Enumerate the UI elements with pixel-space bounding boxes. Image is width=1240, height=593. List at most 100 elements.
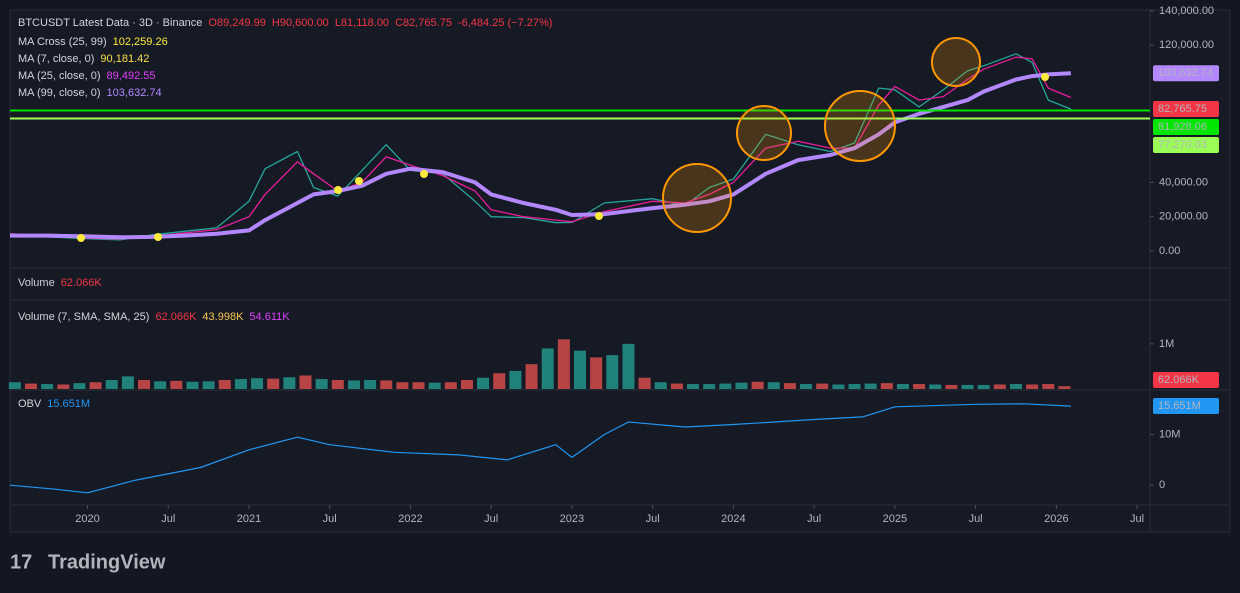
indicator-value: 102,259.26 [113, 36, 168, 48]
y-tick-label: 0 [1159, 479, 1165, 491]
highlight-circle [824, 90, 896, 162]
volume-bar [121, 376, 134, 389]
volume-bar [460, 379, 473, 389]
cross-marker [334, 186, 342, 194]
annotations [662, 37, 981, 233]
volume-bar [977, 384, 990, 389]
volume-bar [331, 379, 344, 389]
cross-marker [420, 170, 428, 178]
last-value-label: 62.066K [1158, 374, 1200, 386]
volume-bar [347, 380, 360, 389]
series-line [9, 403, 1071, 494]
volume-bar [170, 380, 183, 389]
x-tick-label: Jul [323, 513, 337, 525]
volume-bar [864, 383, 877, 389]
volume-bar [105, 379, 118, 389]
price-label-bg [1153, 137, 1219, 154]
symbol: BTCUSDT Latest Data · 3D · Binance [18, 17, 202, 29]
volume-bar [57, 384, 70, 389]
highlight-circle [662, 163, 732, 233]
x-tick-label: Jul [484, 513, 498, 525]
volume-bar [1009, 384, 1022, 389]
pane-value: 62.066K [61, 277, 103, 289]
volume-bar [8, 382, 21, 389]
y-tick-label: 120,000.00 [1159, 39, 1214, 51]
volume-bar [24, 383, 37, 389]
volume-bar [477, 377, 490, 389]
price-label-bg [1153, 101, 1219, 118]
cross-marker [1041, 73, 1049, 81]
x-tick-label: Jul [969, 513, 983, 525]
volume-bar [896, 384, 909, 389]
legend-name: Volume (7, SMA, SMA, 25) [18, 311, 149, 323]
volume-legend: Volume (7, SMA, SMA, 25) 62.066K 43.998K 54… [18, 311, 290, 323]
price-label: 82,765.75 [1158, 103, 1207, 115]
indicator-name: MA Cross (25, 99) [18, 36, 107, 48]
price-label-bg [1153, 119, 1219, 136]
volume-bar [1058, 386, 1071, 389]
cross-markers [77, 73, 1049, 242]
x-tick-label: 2020 [75, 513, 99, 525]
volume-bar [848, 384, 861, 389]
cross-marker [154, 233, 162, 241]
logo-mark: 17 [10, 551, 32, 573]
pane-title: Volume 62.066K [18, 277, 102, 289]
volume-bar [703, 384, 716, 389]
change: -6,484.25 (−7.27%) [458, 17, 552, 29]
highlight-circle [931, 37, 981, 87]
x-tick-label: 2025 [883, 513, 907, 525]
volume-bar [929, 384, 942, 389]
indicator: MA (99, close, 0) 103,632.74 [18, 87, 162, 99]
volume-bar [41, 384, 54, 389]
volume-bar [202, 381, 215, 389]
volume-bar [574, 350, 586, 389]
x-tick-label: Jul [161, 513, 175, 525]
volume-bar [299, 375, 312, 389]
volume-bar [509, 370, 522, 389]
volume-bar [396, 382, 409, 389]
chart-frame [9, 9, 1231, 533]
y-tick-label: 20,000.00 [1159, 211, 1208, 223]
y-tick-label: 10M [1159, 429, 1180, 441]
pane-title: OBV 15.651M [18, 398, 90, 410]
close: C82,765.75 [395, 17, 452, 29]
volume-bar [719, 383, 732, 389]
x-tick-label: Jul [807, 513, 821, 525]
x-tick-label: Jul [646, 513, 660, 525]
y-tick-label: 0.00 [1159, 245, 1180, 257]
obv-pane: 0 10M 2020 Jul 2021 Jul 2022 Jul 2023 Jul 2024 Jul 2… [9, 398, 1219, 525]
volume-bar [1026, 384, 1039, 389]
volume-bar [590, 357, 603, 389]
volume-bar [154, 381, 167, 389]
indicator-value: 103,632.74 [107, 87, 162, 99]
legend-value: 43.998K [202, 311, 244, 323]
price-label: 103,632.74 [1158, 67, 1213, 79]
x-tick-label: 2026 [1044, 513, 1068, 525]
volume-bar [783, 383, 796, 389]
indicator-name: MA (99, close, 0) [18, 87, 101, 99]
volume-bar [541, 348, 554, 389]
legend-value: 62.066K [155, 311, 197, 323]
indicator-name: MA (25, close, 0) [18, 70, 101, 82]
volume-bar [557, 339, 570, 389]
indicator-value: 90,181.42 [100, 53, 149, 65]
volume-bar [880, 383, 893, 389]
price-label: 81,928.06 [1158, 121, 1207, 133]
last-value-label-bg [1153, 398, 1219, 415]
volume-bar [945, 384, 958, 389]
volume-bar [89, 382, 102, 389]
ohlc-legend: BTCUSDT Latest Data · 3D · Binance O89,24… [18, 17, 552, 29]
pane-name: OBV [18, 398, 42, 410]
volume-bar [816, 383, 829, 389]
x-tick-label: 2021 [237, 513, 261, 525]
volume-bar [315, 379, 328, 389]
highlight-circle [736, 105, 792, 161]
indicator-legend: MA Cross (25, 99) 102,259.26 MA (7, close,… [18, 36, 168, 99]
volume-bar [913, 384, 926, 389]
volume-bar [1042, 384, 1055, 389]
cross-marker [595, 212, 603, 220]
volume-bar [670, 383, 683, 389]
volume-bar [138, 379, 151, 389]
volume-bar [73, 383, 86, 389]
